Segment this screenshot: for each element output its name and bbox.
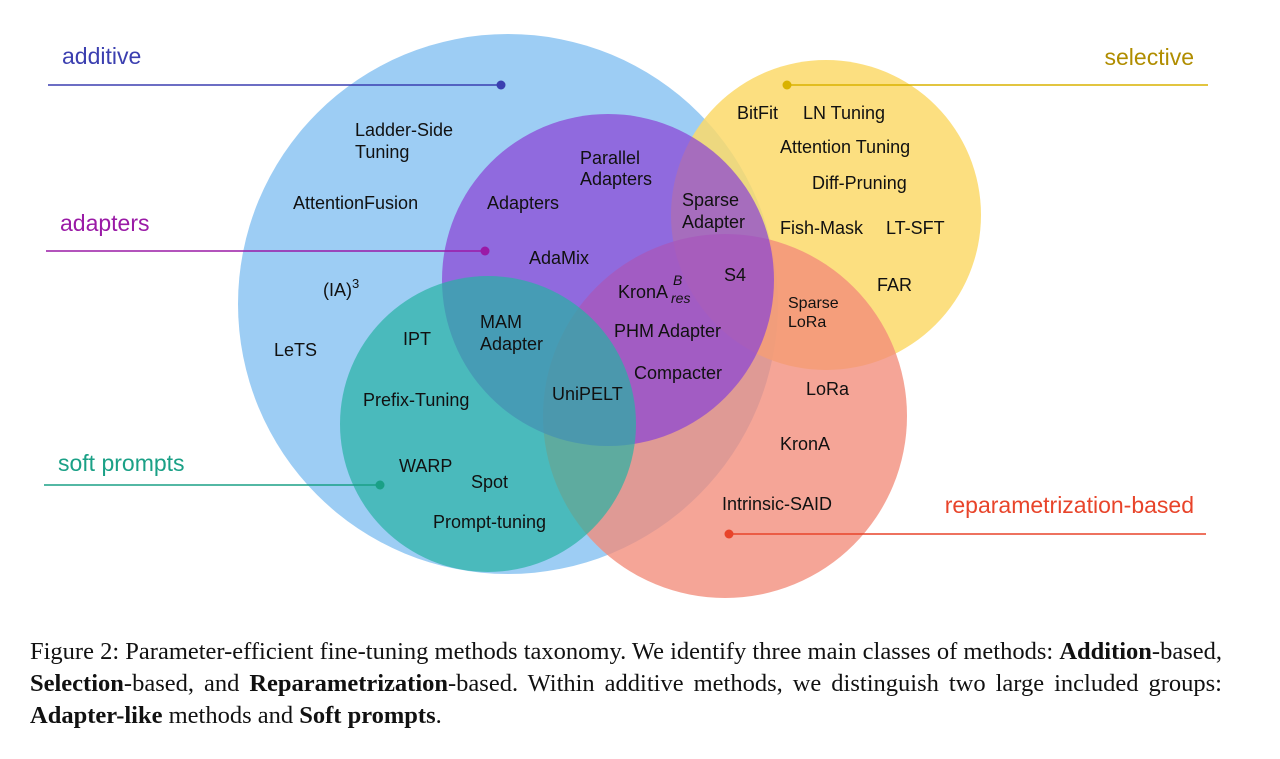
method-krona-res-superscript: B [673, 272, 682, 288]
additive-pointer-dot [496, 80, 506, 90]
caption-text-1: Figure 2: Parameter-efficient fine-tunin… [30, 638, 1060, 665]
adapters-pointer-dot [480, 246, 490, 256]
method-adamix: AdaMix [529, 248, 589, 268]
method-mam-adapter-line2: Adapter [480, 334, 543, 354]
method-phm-adapter: PHM Adapter [614, 321, 721, 341]
caption-text-2: -based, [1151, 638, 1222, 665]
method-lt-sft: LT-SFT [886, 218, 945, 238]
caption-text-3: -based, and [123, 670, 250, 697]
method-s4: S4 [724, 265, 746, 285]
method-krona-res-subscript: res [671, 290, 690, 306]
method-ipt: IPT [403, 329, 431, 349]
caption-bold-soft-prompts: Soft prompts [299, 702, 436, 729]
method-parallel-adapters-line2: Adapters [580, 169, 652, 189]
caption-bold-addition: Addition [1059, 638, 1152, 665]
method-krona-res: KronA B res [618, 272, 690, 306]
selective-label: selective [1105, 44, 1194, 70]
reparametrization-pointer-dot [724, 529, 734, 539]
method-ladder-side-tuning-line2: Tuning [355, 142, 409, 162]
method-spot: Spot [471, 472, 508, 492]
method-krona-res-base: KronA [618, 282, 668, 302]
method-far: FAR [877, 275, 912, 295]
method-unipelt: UniPELT [552, 384, 623, 404]
selective-pointer-dot [782, 80, 792, 90]
method-sparse-lora-line1: Sparse [788, 295, 839, 312]
method-ln-tuning: LN Tuning [803, 103, 885, 123]
caption-text-5: methods and [162, 702, 300, 729]
caption-bold-adapter-like: Adapter-like [30, 702, 163, 729]
soft-prompts-pointer-dot [375, 480, 385, 490]
method-sparse-lora-line2: LoRa [788, 314, 826, 331]
additive-label: additive [62, 43, 141, 69]
method-attention-fusion: AttentionFusion [293, 193, 418, 213]
figure-caption: Figure 2: Parameter-efficient fine-tunin… [30, 636, 1222, 732]
caption-text-4: -based. Within additive methods, we dist… [448, 670, 1222, 697]
method-ia3-base: (IA) [323, 280, 352, 300]
adapters-label: adapters [60, 210, 150, 236]
method-ia3: (IA)3 [323, 276, 359, 300]
caption-text-6: . [435, 702, 442, 729]
method-diff-pruning: Diff-Pruning [812, 173, 907, 193]
method-parallel-adapters-line1: Parallel [580, 148, 640, 168]
method-compacter: Compacter [634, 363, 722, 383]
method-mam-adapter-line1: MAM [480, 312, 522, 332]
method-krona: KronA [780, 434, 830, 454]
method-prefix-tuning: Prefix-Tuning [363, 390, 469, 410]
method-adapters: Adapters [487, 193, 559, 213]
reparametrization-label: reparametrization-based [945, 492, 1194, 518]
method-sparse-adapter-line1: Sparse [682, 190, 739, 210]
method-sparse-adapter-line2: Adapter [682, 212, 745, 232]
method-prompt-tuning: Prompt-tuning [433, 512, 546, 532]
taxonomy-venn-diagram: additive selective adapters soft prompts… [44, 34, 1208, 598]
caption-bold-reparametrization: Reparametrization [249, 670, 448, 697]
method-fish-mask: Fish-Mask [780, 218, 864, 238]
method-warp: WARP [399, 456, 452, 476]
soft-prompts-label: soft prompts [58, 450, 185, 476]
method-bitfit: BitFit [737, 103, 778, 123]
method-ladder-side-tuning-line1: Ladder-Side [355, 120, 453, 140]
caption-bold-selection: Selection [30, 670, 124, 697]
method-ia3-superscript: 3 [352, 276, 359, 291]
method-attention-tuning: Attention Tuning [780, 137, 910, 157]
method-lora: LoRa [806, 379, 850, 399]
method-intrinsic-said: Intrinsic-SAID [722, 494, 832, 514]
method-lets: LeTS [274, 340, 317, 360]
soft-prompts-circle [340, 276, 636, 572]
